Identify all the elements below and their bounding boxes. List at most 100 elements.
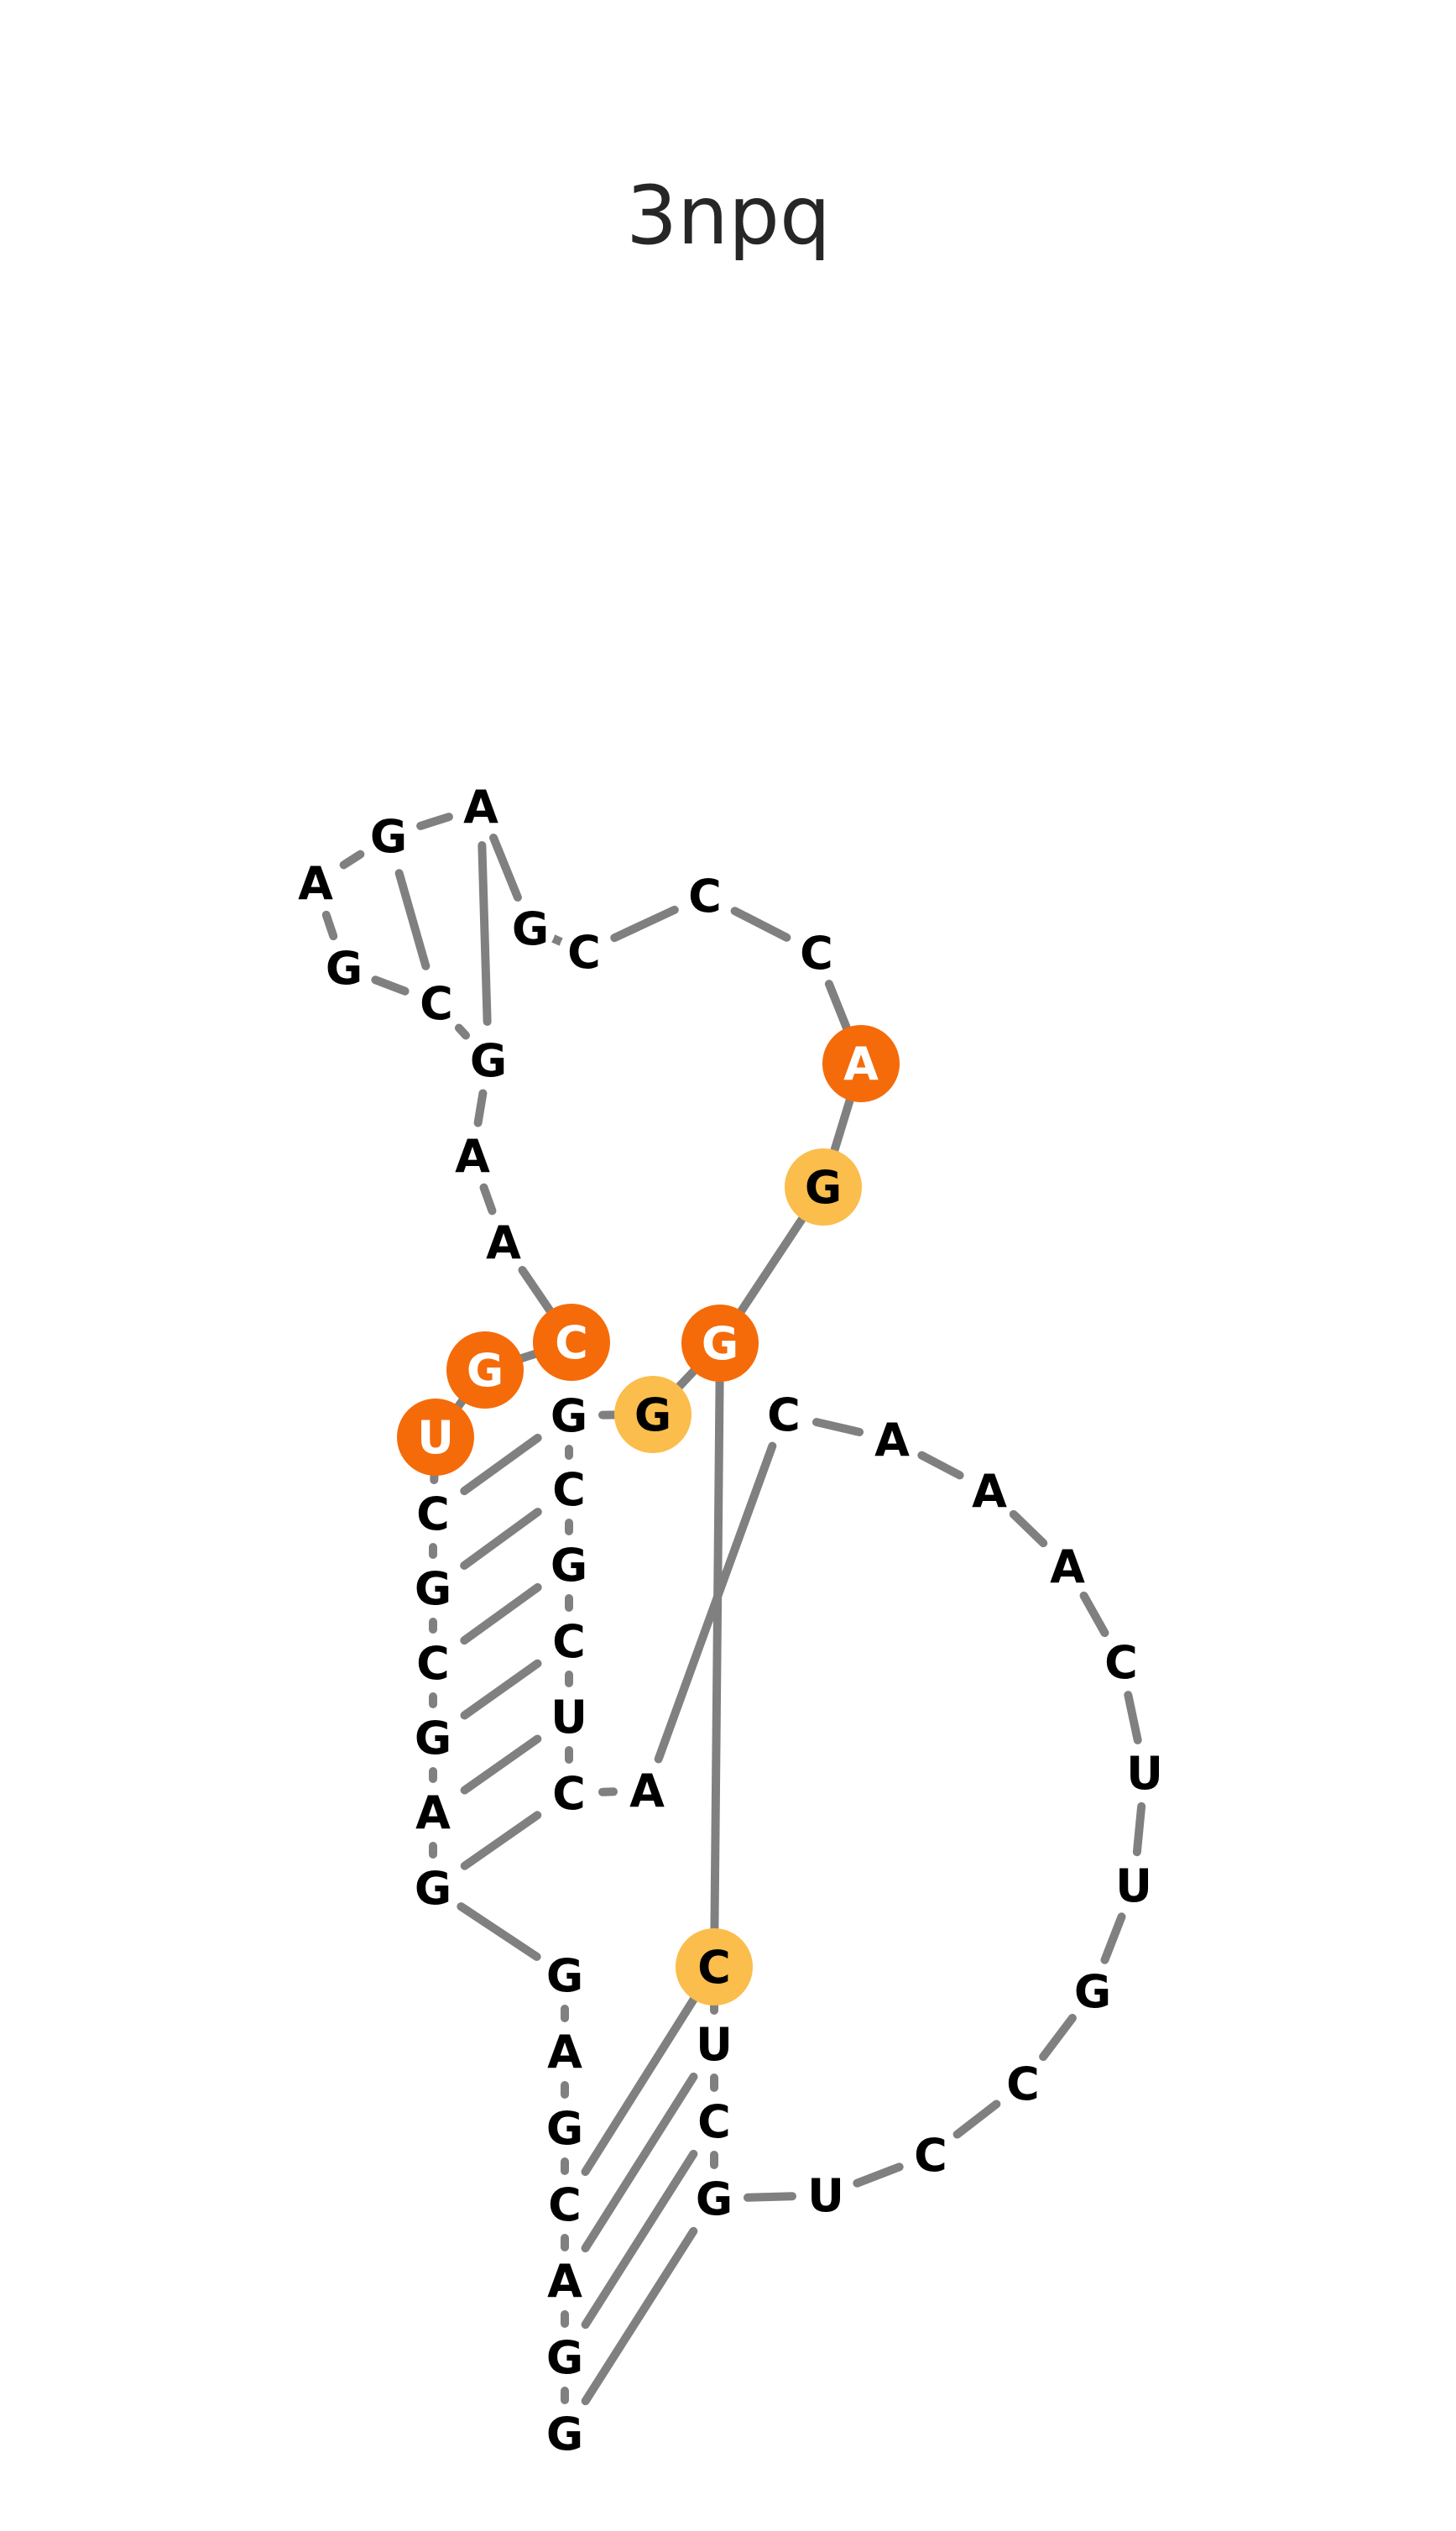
diagram-title: 3npq	[626, 169, 831, 263]
nucleotide-label: C	[914, 2129, 947, 2182]
backbone-link	[321, 910, 338, 941]
nucleotide-background	[540, 2332, 590, 2382]
nucleotide-background	[1042, 1541, 1093, 1592]
nucleotide-background	[408, 1563, 458, 1613]
nucleotide: C	[676, 1928, 753, 2005]
nucleotide-background	[680, 871, 730, 921]
nucleotide: G	[540, 1949, 590, 2002]
nucleotide-label: A	[843, 1038, 879, 1090]
nucleotide-label: A	[547, 2026, 582, 2079]
base-pair-bond	[581, 1995, 698, 2177]
nucleotide-label: C	[1104, 1636, 1138, 1689]
nucleotide-label: U	[551, 1691, 587, 1744]
base-pair-bond	[478, 840, 492, 1027]
nucleotide: C	[791, 927, 842, 980]
nucleotide: A	[290, 857, 341, 910]
nucleotide-background	[759, 1389, 809, 1440]
nucleotide: A	[622, 1765, 672, 1817]
nucleotide-background	[559, 927, 609, 977]
nucleotide-label: C	[800, 927, 833, 980]
nucleotide: A	[478, 1216, 529, 1269]
nucleotide: A	[540, 2026, 590, 2079]
base-pair-layer	[394, 840, 724, 2406]
nucleotide: A	[447, 1130, 498, 1183]
nucleotide-label: G	[370, 810, 407, 863]
backbone-link	[734, 1211, 809, 1320]
nucleotide-label: U	[807, 2169, 844, 2222]
nucleotide-label: G	[326, 942, 363, 995]
nucleotide: G	[363, 810, 414, 863]
nucleotide-label: A	[874, 1414, 910, 1467]
nucleotide-background	[867, 1415, 917, 1465]
nucleotide-label: G	[696, 2173, 733, 2225]
backbone-link	[518, 1266, 557, 1319]
nucleotide-background	[408, 1863, 458, 1913]
nucleotide-background	[408, 1787, 458, 1838]
nucleotide-background	[544, 1464, 594, 1514]
base-pair-bond	[460, 1433, 542, 1496]
backbone-link	[457, 1902, 541, 1961]
nucleotide-label: G	[415, 1712, 451, 1765]
nucleotide: C	[544, 1463, 594, 1516]
nucleotide-background	[456, 782, 506, 832]
nucleotide: G	[408, 1562, 458, 1615]
nucleotide-label: G	[546, 2408, 583, 2460]
nucleotide: G	[540, 2102, 590, 2155]
nucleotide-label: A	[972, 1465, 1007, 1518]
nucleotide-label: A	[415, 1786, 451, 1839]
nucleotide-background	[540, 2408, 590, 2459]
nucleotide: G	[408, 1712, 458, 1765]
base-pair-bond	[460, 1811, 542, 1870]
base-pair-bond	[710, 1377, 724, 1933]
nucleotide-label: C	[697, 1941, 731, 1994]
nucleotide: A	[867, 1414, 917, 1467]
highlight-marker-strong	[446, 1331, 524, 1409]
backbone-link	[1100, 1912, 1126, 1964]
nucleotide-label: G	[551, 1539, 587, 1592]
backbone-link	[549, 933, 566, 947]
nucleotide-label: A	[298, 857, 333, 910]
nucleotide-label: G	[702, 1317, 738, 1370]
nucleotide: C	[544, 1767, 594, 1820]
nucleotide-background	[1109, 1860, 1159, 1911]
backbone-link	[853, 2162, 904, 2188]
backbone-link	[743, 2192, 797, 2202]
backbone-link	[1009, 1509, 1048, 1548]
backbone-link	[473, 1089, 488, 1127]
backbone-link	[454, 1023, 471, 1040]
base-pair-bond	[581, 2072, 698, 2253]
nucleotide-label: C	[416, 1637, 450, 1690]
nucleotide-label: U	[1126, 1747, 1163, 1800]
backbone-link	[828, 1091, 856, 1159]
backbone-link	[671, 1363, 702, 1394]
nucleotide: G	[681, 1305, 759, 1382]
backbone-link	[811, 1418, 864, 1436]
nucleotide-background	[408, 1638, 458, 1688]
nucleotide-background	[791, 928, 842, 978]
nucleotide-label: C	[567, 926, 601, 979]
nucleotide: G	[408, 1862, 458, 1915]
nucleotide-background	[463, 1035, 514, 1085]
nucleotide-label: C	[767, 1388, 801, 1441]
nucleotide-label: C	[552, 1615, 586, 1668]
nucleotide: U	[1119, 1747, 1170, 1800]
nucleotide-label: C	[548, 2178, 582, 2231]
base-pair-bond	[460, 1734, 542, 1795]
nucleotide-label: A	[463, 781, 498, 834]
nucleotide-label: G	[415, 1862, 451, 1915]
backbone-link	[730, 907, 791, 942]
nucleotide: G	[614, 1376, 691, 1453]
backbone-link	[1079, 1591, 1109, 1638]
nucleotide-label: C	[555, 1316, 588, 1369]
nucleotide-background	[408, 1713, 458, 1763]
base-pair-bond	[581, 2149, 698, 2330]
base-pair-bond	[394, 869, 431, 970]
nucleotide: U	[544, 1691, 594, 1744]
nucleotide: A	[822, 1025, 900, 1102]
nucleotide-label: A	[486, 1216, 521, 1269]
nucleotide-background	[408, 1488, 458, 1539]
base-pair-bond	[581, 2226, 698, 2406]
nucleotide-background	[689, 2173, 739, 2224]
nucleotide: G	[463, 1034, 514, 1087]
nucleotide: C	[759, 1388, 809, 1441]
